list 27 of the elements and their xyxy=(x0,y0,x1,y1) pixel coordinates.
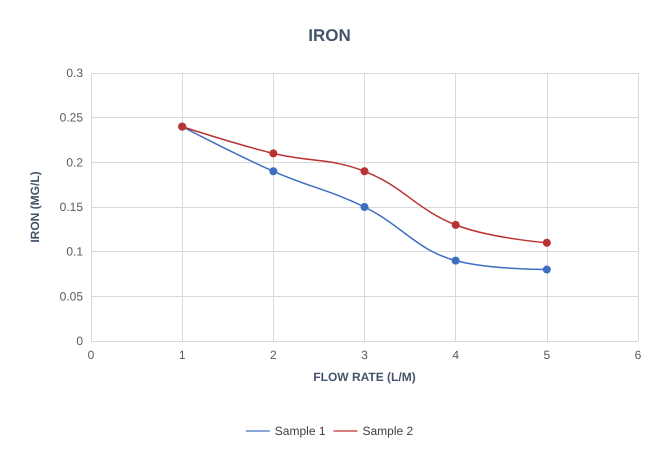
y-tick-label: 0.25 xyxy=(60,110,84,125)
x-tick-label: 1 xyxy=(178,348,186,362)
y-tick-label: 0 xyxy=(76,334,84,348)
point xyxy=(360,167,368,176)
point xyxy=(452,256,460,265)
x-tick-label: 3 xyxy=(361,348,368,362)
chart-title: IRON xyxy=(308,26,351,45)
x-tick-label: 6 xyxy=(634,348,642,362)
x-tick-label: 4 xyxy=(452,348,460,362)
x-tick-label: 5 xyxy=(543,348,550,362)
legend-label: Sample 1 xyxy=(274,424,326,438)
legend-label: Sample 2 xyxy=(362,424,414,438)
y-tick-label: 0.2 xyxy=(66,155,84,170)
y-tick-label: 0.1 xyxy=(66,244,84,259)
point xyxy=(542,266,551,274)
x-tick-label: 0 xyxy=(88,348,95,362)
point xyxy=(452,220,460,229)
y-axis-title: IRON (MG/L) xyxy=(28,171,42,243)
point xyxy=(269,167,278,176)
x-axis-title: FLOW RATE (L/M) xyxy=(313,370,416,384)
point xyxy=(360,203,368,211)
point xyxy=(542,238,551,247)
y-tick-label: 0.15 xyxy=(60,200,84,214)
point xyxy=(269,149,278,158)
y-tick-label: 0.05 xyxy=(60,289,84,304)
y-tick-label: 0.3 xyxy=(66,66,84,80)
x-tick-label: 2 xyxy=(270,348,277,362)
